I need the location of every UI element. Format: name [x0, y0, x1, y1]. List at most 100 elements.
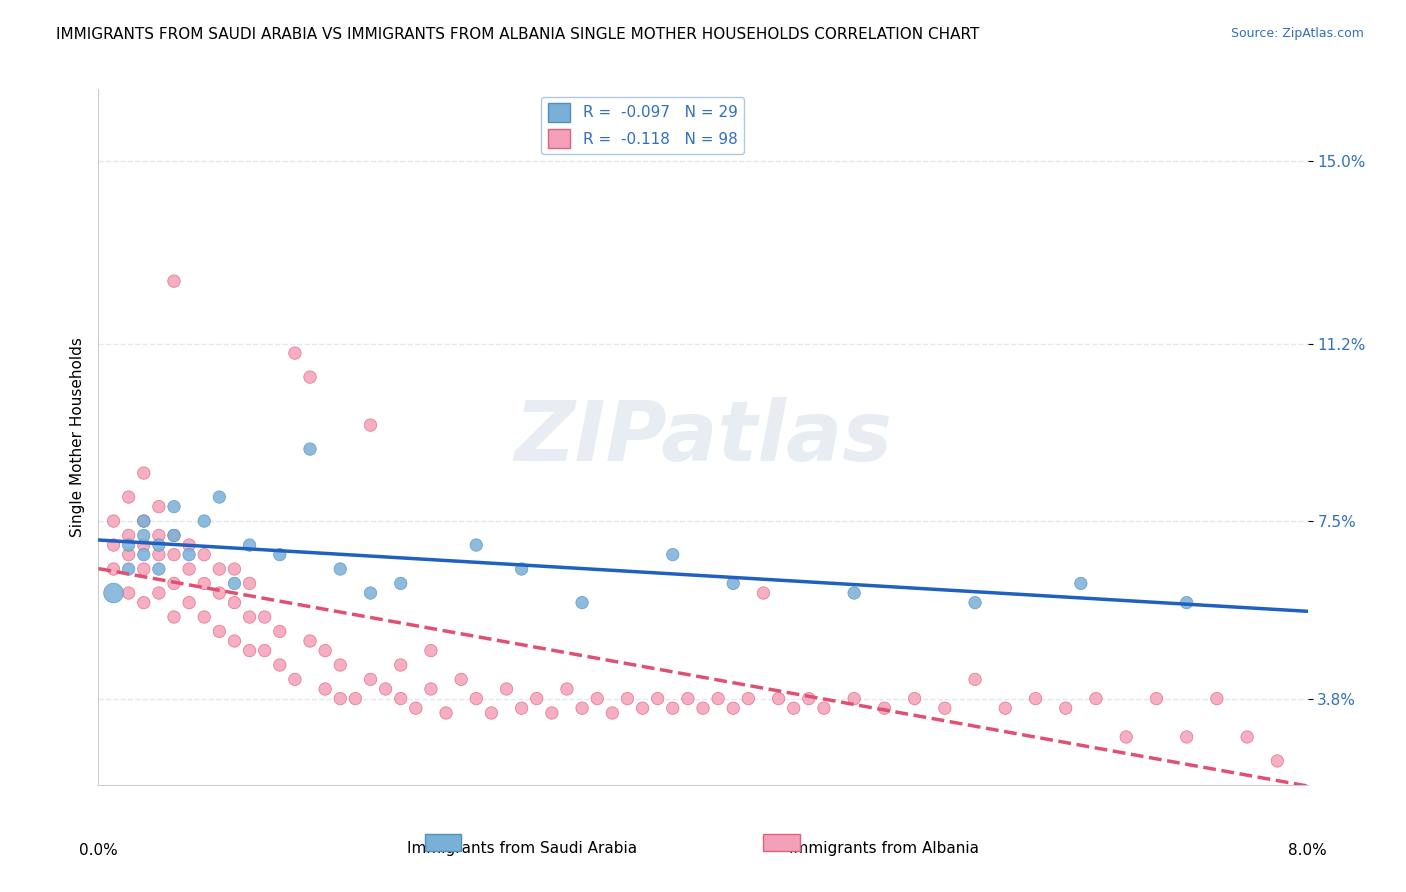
Point: [495, 681, 517, 696]
Point: [208, 490, 231, 504]
Point: [1236, 730, 1258, 744]
Point: [873, 701, 896, 715]
Point: [616, 691, 638, 706]
Point: [1070, 576, 1092, 591]
Point: [314, 681, 336, 696]
Point: [1175, 730, 1198, 744]
Point: [1175, 596, 1198, 610]
Point: [118, 586, 141, 600]
Point: [904, 691, 927, 706]
Point: [965, 596, 987, 610]
Point: [103, 562, 125, 576]
Point: [163, 528, 186, 542]
Point: [1054, 701, 1077, 715]
Point: [389, 691, 412, 706]
Point: [329, 562, 352, 576]
Point: [163, 500, 186, 514]
Point: [132, 466, 155, 480]
Point: [661, 548, 683, 562]
Point: [1025, 691, 1047, 706]
Point: [253, 610, 276, 624]
Point: [103, 514, 125, 528]
Point: [224, 634, 246, 648]
Point: [934, 701, 956, 715]
Point: [571, 596, 593, 610]
Text: IMMIGRANTS FROM SAUDI ARABIA VS IMMIGRANTS FROM ALBANIA SINGLE MOTHER HOUSEHOLDS: IMMIGRANTS FROM SAUDI ARABIA VS IMMIGRAN…: [56, 27, 980, 42]
Point: [179, 548, 201, 562]
Point: [465, 538, 488, 552]
Point: [132, 528, 155, 542]
Point: [239, 643, 262, 657]
Point: [193, 548, 215, 562]
Point: [118, 528, 141, 542]
Point: [389, 658, 412, 673]
Text: 0.0%: 0.0%: [79, 843, 118, 857]
Point: [360, 673, 382, 687]
Point: [965, 673, 987, 687]
Point: [555, 681, 578, 696]
Point: [163, 610, 186, 624]
Point: [602, 706, 624, 720]
Point: [132, 548, 155, 562]
FancyBboxPatch shape: [763, 834, 800, 851]
Point: [224, 596, 246, 610]
Point: [813, 701, 835, 715]
Point: [239, 538, 262, 552]
Point: [360, 586, 382, 600]
Point: [148, 562, 170, 576]
Point: [420, 643, 443, 657]
Point: [132, 562, 155, 576]
Point: [844, 586, 866, 600]
Point: [450, 673, 472, 687]
Point: [389, 576, 412, 591]
Point: [163, 548, 186, 562]
Point: [434, 706, 457, 720]
Point: [132, 596, 155, 610]
Point: [208, 586, 231, 600]
Point: [103, 586, 125, 600]
Point: [269, 624, 291, 639]
Point: [163, 528, 186, 542]
Point: [1115, 730, 1137, 744]
Point: [1146, 691, 1168, 706]
Point: [193, 610, 215, 624]
Point: [224, 576, 246, 591]
Point: [148, 500, 170, 514]
Point: [269, 658, 291, 673]
Point: [148, 528, 170, 542]
Point: [148, 586, 170, 600]
Point: [707, 691, 730, 706]
Point: [163, 274, 186, 288]
Point: [132, 538, 155, 552]
Point: [163, 576, 186, 591]
Point: [586, 691, 609, 706]
Point: [299, 370, 322, 384]
Point: [132, 514, 155, 528]
Point: [752, 586, 775, 600]
Point: [510, 701, 533, 715]
Point: [208, 562, 231, 576]
Text: Immigrants from Albania: Immigrants from Albania: [789, 840, 980, 855]
Point: [179, 562, 201, 576]
Point: [148, 548, 170, 562]
Point: [179, 596, 201, 610]
Text: Immigrants from Saudi Arabia: Immigrants from Saudi Arabia: [406, 840, 637, 855]
Point: [314, 643, 336, 657]
Point: [329, 658, 352, 673]
Point: [1206, 691, 1229, 706]
Point: [405, 701, 427, 715]
FancyBboxPatch shape: [425, 834, 461, 851]
Point: [737, 691, 759, 706]
Point: [676, 691, 699, 706]
Point: [723, 576, 745, 591]
Point: [723, 701, 745, 715]
Point: [224, 562, 246, 576]
Point: [103, 538, 125, 552]
Point: [179, 538, 201, 552]
Y-axis label: Single Mother Households: Single Mother Households: [69, 337, 84, 537]
Point: [269, 548, 291, 562]
Point: [193, 514, 215, 528]
Point: [1085, 691, 1108, 706]
Point: [239, 576, 262, 591]
Point: [994, 701, 1017, 715]
